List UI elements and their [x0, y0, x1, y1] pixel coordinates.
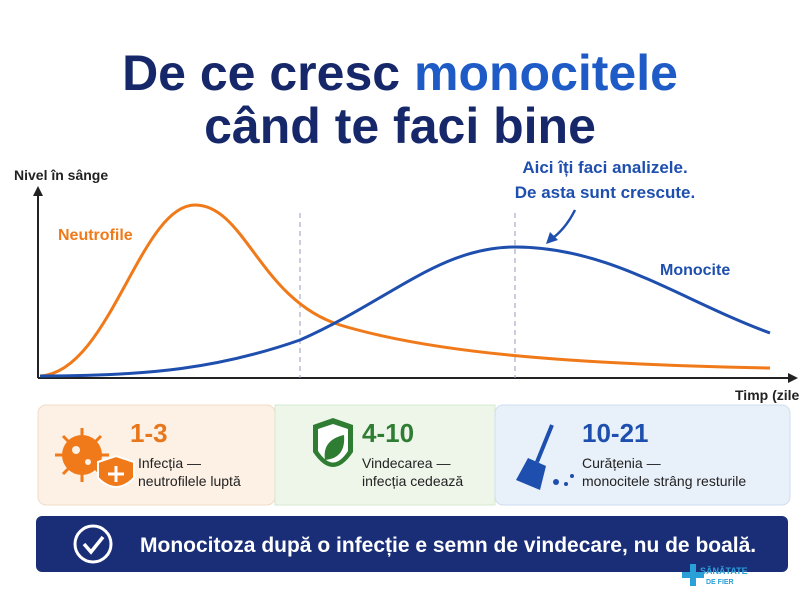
banner: [36, 516, 788, 572]
banner-text: Monocitoza după o infecție e semn de vin…: [140, 534, 756, 557]
neutrophil-curve: [39, 203, 771, 378]
title-line2: când te faci bine: [204, 98, 596, 154]
shield-icon: [313, 418, 353, 467]
title-line1: De ce cresc monocitele: [122, 45, 678, 101]
phase-text: Curățenia —: [582, 455, 661, 471]
y-arrow: [33, 186, 43, 196]
annotation-arrow: [549, 209, 577, 242]
logo-text: SĂNĂTATE: [700, 566, 748, 576]
monocyte-label: Monocite: [660, 262, 730, 279]
monocyte-curve: [39, 245, 771, 378]
phase-range: 4-10: [362, 418, 414, 448]
phase-text: Infecția —: [138, 455, 201, 471]
x-axis-label: Timp (zile: [735, 387, 800, 403]
y-axis-label: Nivel în sânge: [14, 167, 108, 183]
annotation-line: Aici îți faci analizele.: [522, 158, 687, 177]
annotation-arrowhead: [546, 232, 558, 244]
x-arrow: [788, 373, 798, 383]
title-highlight: monocitele: [414, 45, 678, 101]
phase-text: neutrofilele luptă: [138, 473, 241, 489]
title-part: De ce cresc: [122, 45, 400, 101]
phase-range: 10-21: [582, 418, 649, 448]
check-circle: [73, 524, 113, 564]
logo-text: DE FIER: [706, 579, 734, 586]
phase-range: 1-3: [130, 418, 168, 448]
phase-text: monocitele strâng resturile: [582, 473, 746, 489]
phase-text: infecția cedează: [362, 473, 463, 489]
phase-box: [494, 404, 791, 506]
phase-box: [274, 404, 496, 506]
logo: SĂNĂTATE DE FIER: [682, 564, 748, 586]
check-mark: [82, 535, 105, 555]
neutrophil-label: Neutrofile: [58, 227, 133, 244]
phase-text: Vindecarea —: [362, 455, 450, 471]
virus-icon: [55, 428, 135, 488]
annotation-line: De asta sunt crescute.: [515, 183, 695, 202]
broom-icon: [516, 424, 574, 490]
